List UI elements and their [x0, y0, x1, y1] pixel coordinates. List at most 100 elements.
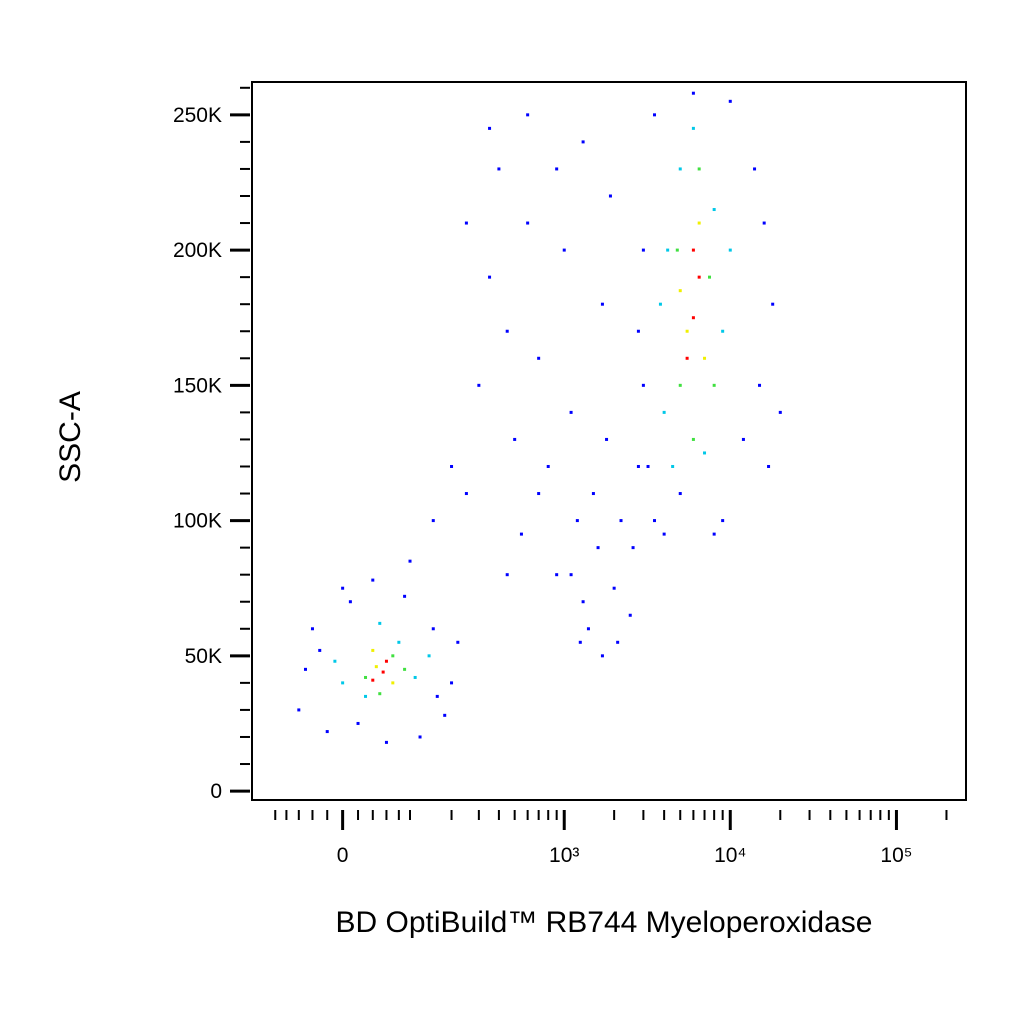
y-tick-label: 100K — [173, 510, 222, 533]
point — [691, 248, 695, 252]
y-axis-label: SSC-A — [54, 391, 87, 483]
point — [628, 613, 632, 617]
point — [721, 519, 725, 523]
point — [413, 675, 417, 679]
point — [721, 329, 725, 333]
point — [691, 91, 695, 95]
y-tick-label: 200K — [173, 239, 222, 262]
point — [608, 194, 612, 198]
point — [497, 167, 501, 171]
point — [697, 221, 701, 225]
point — [397, 640, 401, 644]
point — [569, 410, 573, 414]
point — [450, 464, 454, 468]
point — [505, 573, 509, 577]
x-tick-label: 10⁴ — [714, 844, 746, 867]
point — [391, 681, 395, 685]
point — [697, 275, 701, 279]
point — [591, 492, 595, 496]
point — [325, 730, 329, 734]
point — [435, 694, 439, 698]
x-axis-label: BD OptiBuild™ RB744 Myeloperoxidase — [336, 906, 873, 939]
point — [636, 464, 640, 468]
point — [646, 464, 650, 468]
point — [771, 302, 775, 306]
point — [636, 329, 640, 333]
point — [619, 519, 623, 523]
point — [675, 248, 679, 252]
point — [586, 627, 590, 631]
point — [616, 640, 620, 644]
point — [537, 356, 541, 360]
point — [526, 221, 530, 225]
point — [671, 464, 675, 468]
point — [408, 559, 412, 563]
point — [477, 383, 481, 387]
point — [578, 640, 582, 644]
point — [703, 451, 707, 455]
point — [662, 410, 666, 414]
point — [728, 248, 732, 252]
point — [391, 654, 395, 658]
point — [371, 648, 375, 652]
point — [297, 708, 301, 712]
point — [418, 735, 422, 739]
point — [488, 275, 492, 279]
point — [513, 437, 517, 441]
point — [767, 464, 771, 468]
point — [600, 302, 604, 306]
point — [505, 329, 509, 333]
point — [464, 492, 468, 496]
point — [762, 221, 766, 225]
point — [741, 437, 745, 441]
point — [488, 126, 492, 130]
point — [364, 694, 368, 698]
point — [555, 573, 559, 577]
point — [612, 586, 616, 590]
point — [712, 208, 716, 212]
point — [641, 248, 645, 252]
point — [678, 383, 682, 387]
point — [685, 329, 689, 333]
point — [685, 356, 689, 360]
point — [653, 113, 657, 117]
point — [333, 659, 337, 663]
point — [431, 627, 435, 631]
point — [562, 248, 566, 252]
point — [631, 546, 635, 550]
y-tick-label: 50K — [185, 645, 222, 668]
plot-frame — [251, 81, 967, 801]
point — [443, 713, 447, 717]
point — [519, 532, 523, 536]
point — [378, 621, 382, 625]
point — [678, 492, 682, 496]
point — [596, 546, 600, 550]
point — [526, 113, 530, 117]
x-tick-label: 10⁵ — [880, 844, 912, 867]
y-tick-label: 250K — [173, 104, 222, 127]
x-tick-label: 0 — [337, 844, 349, 867]
point — [371, 678, 375, 682]
point — [712, 383, 716, 387]
point — [678, 167, 682, 171]
point — [600, 654, 604, 658]
point — [658, 302, 662, 306]
point — [431, 519, 435, 523]
point — [555, 167, 559, 171]
point — [581, 600, 585, 604]
point — [653, 519, 657, 523]
point — [546, 464, 550, 468]
point — [678, 289, 682, 293]
point — [456, 640, 460, 644]
point — [662, 532, 666, 536]
point — [537, 492, 541, 496]
point — [378, 692, 382, 696]
x-tick-label: 10³ — [549, 844, 579, 867]
point — [581, 140, 585, 144]
point — [427, 654, 431, 658]
point — [691, 316, 695, 320]
point — [384, 659, 388, 663]
point — [753, 167, 757, 171]
point — [703, 356, 707, 360]
